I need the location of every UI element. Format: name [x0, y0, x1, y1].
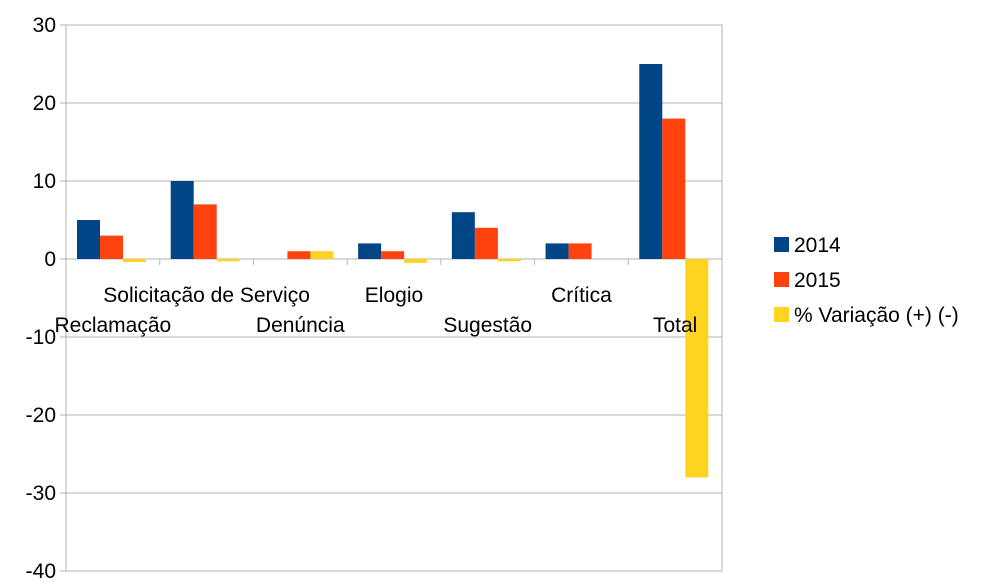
plot-area — [65, 24, 723, 572]
bar-2015 — [287, 251, 311, 259]
bar-2015 — [474, 227, 498, 259]
bar-2015 — [193, 204, 217, 259]
y-tick-label: -40 — [26, 560, 56, 582]
y-tick-label: -30 — [26, 482, 56, 505]
category-label: Elogio — [365, 284, 423, 307]
bar-2014 — [170, 181, 194, 259]
legend: 2014 2015 % Variação (+) (-) — [774, 234, 959, 327]
bar-2014 — [451, 212, 475, 259]
y-tick-label: 0 — [44, 248, 56, 271]
y-tick-label: 10 — [33, 170, 56, 193]
bar--varia-o- — [497, 259, 521, 262]
gridlines — [60, 24, 722, 572]
bar-2015 — [662, 118, 686, 259]
category-label: Crítica — [551, 284, 612, 307]
legend-label: % Variação (+) (-) — [794, 304, 959, 327]
legend-swatch — [774, 307, 789, 322]
y-tick-label: 20 — [33, 92, 56, 115]
bar-2014 — [358, 243, 382, 259]
bar--varia-o- — [216, 259, 240, 262]
category-label: Sugestão — [443, 314, 532, 337]
bar--varia-o- — [404, 259, 428, 263]
y-tick-label: 30 — [33, 14, 56, 37]
bar-2015 — [381, 251, 405, 259]
bar--varia-o- — [123, 259, 146, 263]
y-axis: 30 20 10 0 -10 -20 -30 -40 — [26, 14, 56, 582]
bar-2015 — [100, 235, 123, 259]
y-tick-label: -20 — [26, 404, 56, 427]
legend-swatch — [774, 272, 789, 287]
legend-label: 2014 — [794, 234, 841, 257]
bar--varia-o- — [685, 259, 709, 478]
legend-label: 2015 — [794, 269, 841, 292]
bar--varia-o- — [310, 251, 334, 259]
legend-swatch — [774, 237, 789, 252]
category-label: Reclamação — [54, 314, 171, 337]
bar-2014 — [77, 220, 100, 259]
bars — [77, 64, 709, 478]
x-axis: Reclamação Solicitação de Serviço Denúncia… — [54, 259, 723, 337]
bar-2015 — [568, 243, 592, 259]
category-label: Total — [653, 314, 697, 337]
bar-2014 — [639, 64, 663, 259]
category-label: Denúncia — [256, 314, 345, 337]
y-tick-label: -10 — [26, 326, 56, 349]
category-label: Solicitação de Serviço — [103, 284, 310, 307]
bar-2014 — [545, 243, 569, 259]
